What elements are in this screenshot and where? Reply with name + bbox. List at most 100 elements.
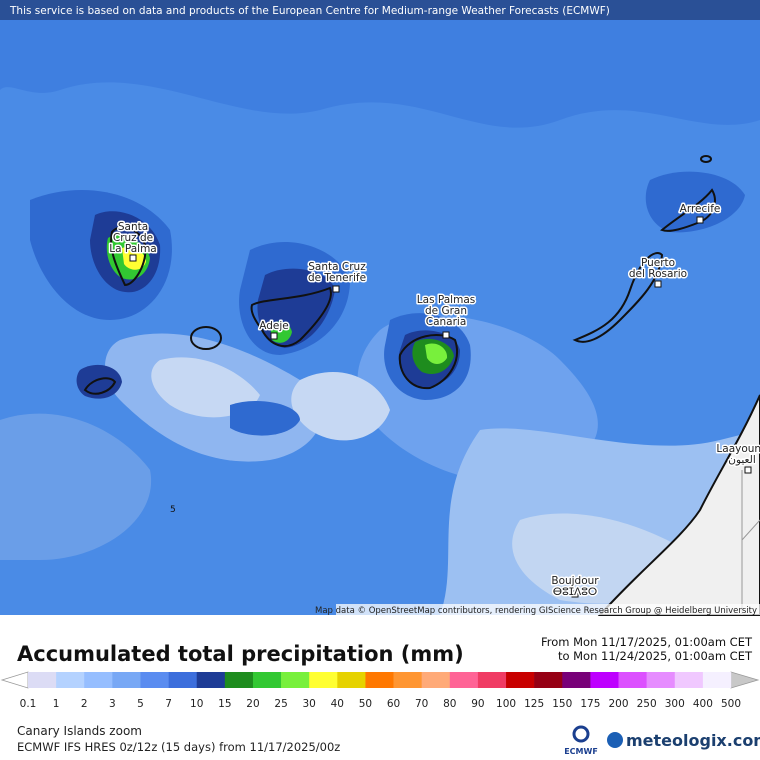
colorbar-label: 3 [109,698,116,710]
place-label: de Gran [425,305,467,317]
colorbar-label: 2 [81,698,88,710]
color-box [56,672,85,688]
fuerteventura [572,252,664,343]
colorbar-label: 7 [165,698,172,710]
la-palma [110,226,147,287]
ecmwf-logo [572,725,590,743]
city-marker [744,466,752,474]
city-marker [129,254,137,262]
place-label: del Rosario [629,268,687,280]
colorbar-label: 30 [303,698,316,710]
colorbar-label: 0.1 [20,698,37,710]
city-marker [270,332,278,340]
city-marker [442,331,450,339]
over-arrow [730,671,760,689]
legend-title: Accumulated total precipitation (mm) [17,642,464,666]
city-marker [332,285,340,293]
place-label: Arrecife [680,203,721,215]
colorbar-label: 90 [471,698,484,710]
color-box [534,672,563,688]
colorbar-label: 70 [415,698,428,710]
color-box [562,672,591,688]
africa-coast [597,394,760,616]
la-gomera [190,326,222,350]
color-box [421,672,451,688]
color-box [365,672,394,688]
period-to: to Mon 11/24/2025, 01:00am CET [558,649,753,663]
banner: This service is based on data and produc… [9,5,610,17]
place-label: La Palma [109,243,157,255]
banner-bg [0,0,760,20]
city-marker [654,280,662,288]
model-info: ECMWF IFS HRES 0z/12z (15 days) from 11/… [17,740,340,754]
colorbar-label: 40 [331,698,344,710]
place-label: Canaria [426,316,467,328]
brand: meteologix.com [626,731,760,750]
color-box [281,672,310,688]
islet [700,155,712,163]
color-box [506,672,535,688]
colorbar: 0.1 1 2 3 5 7 10 15 20 25 30 40 50 60 70 80 90 100 125 150 1… [0,671,760,710]
color-box [646,672,676,688]
colorbar-label: 150 [552,698,572,710]
colorbar-label: 80 [443,698,456,710]
ecmwf-text: ECMWF [564,747,598,756]
colorbar-label: 100 [496,698,516,710]
coastlines [83,155,716,395]
colorbar-label: 50 [359,698,372,710]
colorbar-label: 125 [524,698,544,710]
lanzarote [660,188,716,232]
color-box [393,672,422,688]
color-box [337,672,366,688]
color-box [477,672,507,688]
colorbar-label: 300 [665,698,685,710]
color-box [224,672,254,688]
color-box [449,672,479,688]
color-box [28,672,57,688]
period-from: From Mon 11/17/2025, 01:00am CET [541,635,753,649]
place-label: Santa [118,221,148,233]
legend: Accumulated total precipitation (mm) Fro… [0,635,760,710]
place-label: Laayoune [716,443,760,455]
color-box [168,672,198,688]
color-box [84,672,113,688]
borders [741,470,760,615]
color-box [702,672,732,688]
colorbar-label: 60 [387,698,400,710]
color-box [674,672,704,688]
color-box [309,672,338,688]
region: Canary Islands zoom [17,724,142,738]
attribution: Map data © OpenStreetMap contributors, r… [315,606,757,616]
under-arrow [0,671,29,689]
place-label: العيون [728,454,756,466]
colorbar-label: 250 [637,698,657,710]
brand-logo [607,732,623,748]
place-label: Santa Cruz [308,261,366,273]
colorbar-label: 10 [190,698,203,710]
place-label: Puerto [641,257,675,269]
color-box [196,672,226,688]
place-label: Las Palmas [417,294,475,306]
colorbar-label: 1 [53,698,60,710]
colorbar-label: 175 [580,698,600,710]
city-marker [571,590,579,598]
attribution-bg [336,604,760,615]
color-box [252,672,282,688]
footer: Canary Islands zoom ECMWF IFS HRES 0z/12… [17,724,760,756]
el-hierro [83,377,117,395]
color-box [590,672,619,688]
precip-field [0,0,760,615]
city-marker [696,216,704,224]
colorbar-label: 400 [693,698,713,710]
colorbar-label: 500 [721,698,741,710]
color-box [140,672,169,688]
place-label: Cruz de [113,232,153,244]
colorbar-label: 25 [274,698,287,710]
colorbar-label: 200 [608,698,628,710]
place-label: de Tenerife [308,272,366,284]
place-label: Boujdour [551,575,599,587]
contour-label: 5 [170,505,176,515]
